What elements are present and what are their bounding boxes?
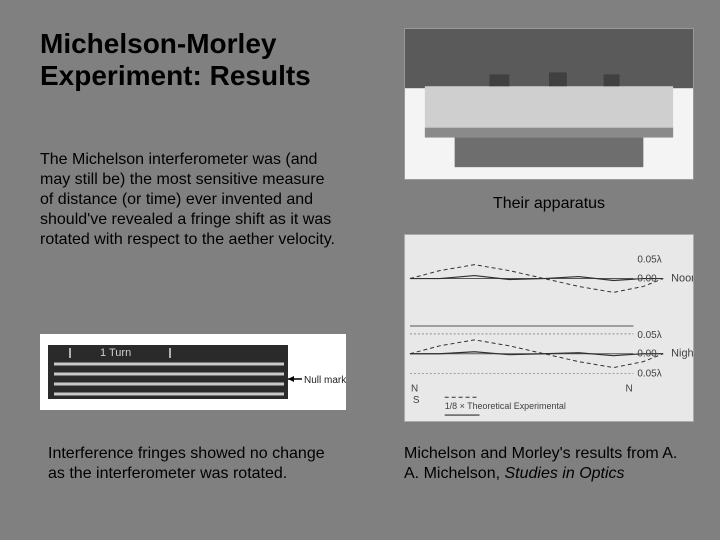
results-caption: Michelson and Morley's results from A. A… <box>404 444 694 484</box>
results-chart: 0.05λ 0.00 Noon 0.05λ 0.00 0.05λ Night N… <box>404 234 694 422</box>
svg-text:0.05λ: 0.05λ <box>637 255 661 266</box>
svg-text:0.00: 0.00 <box>637 274 657 285</box>
svg-text:0.05λ: 0.05λ <box>637 368 661 379</box>
apparatus-caption: Their apparatus <box>404 194 694 214</box>
page-title: Michelson-Morley Experiment: Results <box>40 28 380 92</box>
svg-text:Null mark: Null mark <box>304 375 346 386</box>
svg-text:S: S <box>413 395 420 406</box>
svg-text:N: N <box>625 383 632 394</box>
svg-text:0.00: 0.00 <box>637 349 657 360</box>
results-caption-italic: Studies in Optics <box>504 465 624 482</box>
svg-text:N: N <box>411 383 418 394</box>
svg-text:Noon: Noon <box>671 273 693 285</box>
intro-paragraph: The Michelson interferometer was (and ma… <box>40 150 340 250</box>
apparatus-photo <box>404 28 694 180</box>
svg-text:0.05λ: 0.05λ <box>637 330 661 341</box>
svg-text:1 Turn: 1 Turn <box>100 347 131 359</box>
svg-text:1/8 × Theoretical Experimental: 1/8 × Theoretical Experimental <box>445 401 566 411</box>
fringe-image: 1 Turn Null mark <box>40 334 346 410</box>
fringe-caption: Interference fringes showed no change as… <box>48 444 328 484</box>
svg-text:Night: Night <box>671 348 693 360</box>
